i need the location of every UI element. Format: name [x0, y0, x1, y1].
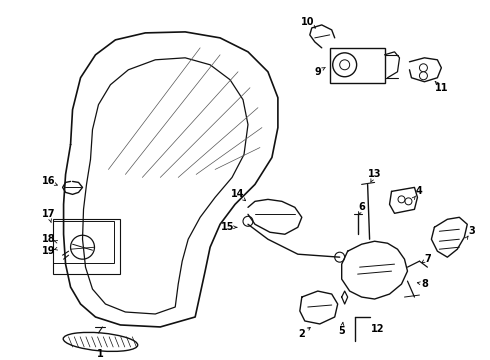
Text: 16: 16: [42, 176, 55, 186]
Circle shape: [419, 64, 427, 72]
Circle shape: [398, 196, 405, 203]
Text: 1: 1: [97, 349, 104, 359]
Text: 15: 15: [221, 222, 235, 232]
Text: 18: 18: [42, 234, 55, 244]
Circle shape: [405, 198, 412, 205]
Circle shape: [340, 60, 350, 70]
Text: 12: 12: [371, 324, 384, 334]
Text: 19: 19: [42, 246, 55, 256]
Text: 3: 3: [468, 226, 475, 236]
Circle shape: [335, 252, 344, 262]
Circle shape: [243, 216, 253, 226]
Bar: [330, 48, 385, 83]
Text: 10: 10: [301, 17, 315, 27]
Text: 17: 17: [42, 209, 55, 219]
Text: 6: 6: [358, 202, 365, 212]
Bar: [52, 219, 121, 274]
Circle shape: [333, 53, 357, 77]
Text: 9: 9: [315, 67, 321, 77]
Text: 2: 2: [298, 329, 305, 339]
Text: 14: 14: [231, 189, 245, 199]
Text: 8: 8: [421, 279, 428, 289]
Circle shape: [419, 72, 427, 80]
Ellipse shape: [63, 332, 138, 351]
Text: 13: 13: [368, 170, 381, 179]
Text: 11: 11: [435, 83, 448, 93]
Bar: [52, 221, 115, 263]
Text: 5: 5: [338, 326, 345, 336]
Text: 7: 7: [424, 254, 431, 264]
Text: 4: 4: [416, 186, 423, 197]
